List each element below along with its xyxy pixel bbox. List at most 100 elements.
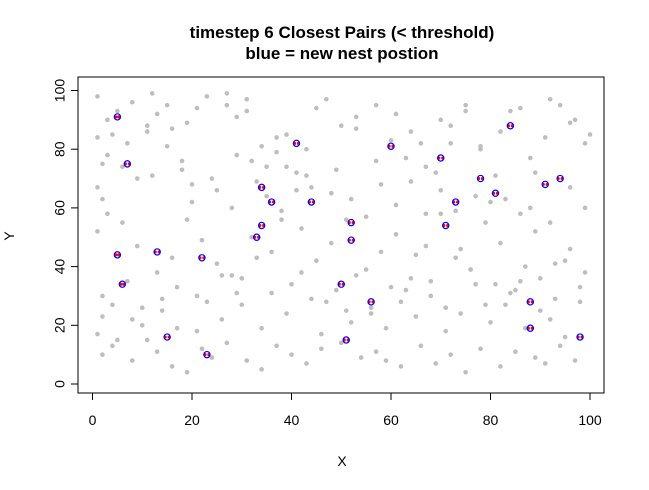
background-point (234, 114, 240, 120)
background-point (244, 97, 250, 102)
background-point (95, 185, 100, 190)
background-point (408, 179, 414, 184)
background-point (567, 120, 573, 126)
background-point (567, 246, 573, 252)
background-point (468, 267, 473, 272)
background-point (438, 117, 444, 123)
background-point (174, 325, 180, 331)
background-point (542, 361, 548, 366)
background-point (493, 173, 498, 178)
background-point (398, 299, 404, 305)
background-point (319, 346, 324, 352)
background-point (154, 349, 160, 355)
background-point (149, 173, 155, 178)
background-point (368, 311, 374, 316)
background-point (528, 205, 533, 211)
background-point (498, 364, 503, 369)
background-point (269, 290, 274, 296)
background-point (219, 273, 225, 278)
new-nest-point (367, 298, 375, 306)
new-nest-point (113, 251, 122, 259)
background-point (393, 111, 399, 117)
background-point (259, 325, 264, 331)
new-nest-point (556, 174, 564, 183)
background-point (115, 337, 120, 343)
background-point (552, 261, 558, 266)
background-point (463, 369, 468, 375)
background-point (274, 149, 279, 155)
background-point (164, 102, 170, 108)
background-point (199, 237, 205, 243)
background-point (309, 296, 314, 302)
pair-point (119, 282, 123, 286)
background-point (324, 97, 329, 102)
new-nest-point (123, 160, 132, 168)
new-nest-point (576, 333, 584, 341)
background-point (478, 346, 483, 352)
background-point (547, 220, 553, 225)
background-point (498, 129, 503, 134)
new-nest-point (347, 218, 355, 227)
background-point (184, 217, 190, 222)
background-point (343, 308, 349, 313)
background-point (254, 179, 259, 184)
background-point (423, 211, 429, 217)
background-point (294, 170, 299, 175)
background-point (234, 290, 240, 296)
background-point (224, 102, 230, 108)
background-point (284, 132, 289, 137)
background-point (110, 302, 115, 308)
background-point (557, 343, 563, 349)
y-tick-label: 60 (52, 200, 68, 216)
y-tick-label: 100 (52, 79, 68, 103)
background-point (125, 141, 130, 146)
background-point (413, 252, 419, 258)
background-point (169, 126, 175, 131)
background-point (343, 217, 349, 222)
background-point (199, 346, 205, 352)
background-point (552, 296, 558, 302)
background-point (115, 108, 120, 114)
background-point (438, 211, 444, 217)
background-point (503, 196, 508, 202)
x-axis: 0 20 40 60 80 100 (89, 392, 602, 428)
new-nest-point (118, 280, 127, 288)
background-point (229, 205, 235, 211)
x-tick-label: 100 (578, 412, 602, 428)
background-point (393, 202, 399, 208)
new-nest-point (442, 221, 450, 230)
background-point (259, 367, 264, 372)
background-point (353, 273, 359, 278)
background-point (582, 205, 588, 211)
new-nest-point (347, 236, 355, 244)
background-point (413, 314, 419, 319)
background-point (353, 114, 359, 120)
background-point (105, 152, 110, 158)
background-point (314, 258, 319, 264)
background-point (433, 361, 439, 366)
background-point (304, 361, 309, 366)
background-point (234, 152, 240, 158)
background-point (518, 278, 523, 284)
background-point (274, 135, 279, 140)
background-point (523, 325, 528, 331)
background-point (577, 299, 583, 305)
x-axis-label: X (337, 453, 347, 469)
background-point (100, 161, 105, 167)
background-point (448, 141, 454, 146)
background-point (279, 208, 284, 214)
background-point (577, 284, 583, 290)
background-point (194, 293, 200, 299)
background-point (463, 102, 468, 108)
background-point (144, 337, 150, 343)
background-point (100, 293, 105, 299)
background-point (473, 193, 478, 199)
background-point (353, 126, 359, 131)
background-point (324, 299, 329, 305)
background-point (513, 287, 518, 293)
background-point (448, 352, 454, 357)
points-layer (95, 91, 593, 375)
pair-point (122, 282, 126, 286)
background-point (333, 287, 339, 293)
background-point (269, 249, 274, 255)
